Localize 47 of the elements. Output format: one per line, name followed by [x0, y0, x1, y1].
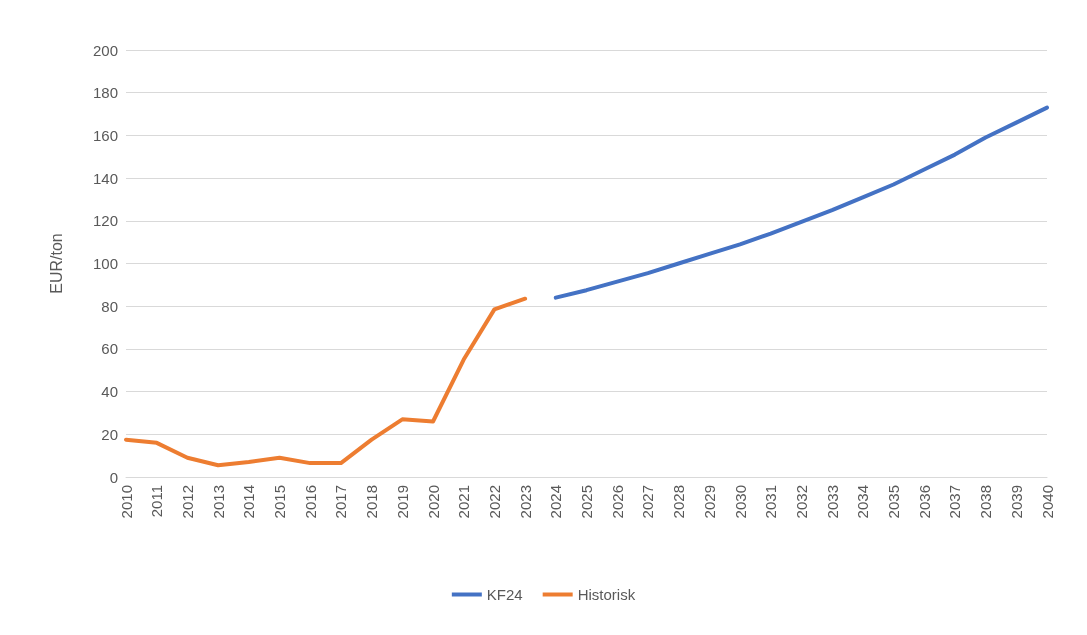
x-tick-label: 2030 — [731, 485, 749, 519]
x-tick-label: 2038 — [977, 485, 995, 519]
y-tick-label: 40 — [101, 383, 118, 401]
y-tick-label: 180 — [92, 84, 118, 102]
line-series — [124, 296, 528, 468]
legend-label: Historisk — [577, 586, 636, 603]
x-tick-label: 2014 — [240, 485, 258, 519]
x-tick-label: 2033 — [823, 485, 841, 519]
x-tick-label: 2028 — [670, 485, 688, 519]
x-tick-label: 2019 — [393, 485, 411, 519]
line-series — [553, 105, 1049, 300]
x-tick-label: 2011 — [148, 485, 166, 518]
x-tick-label: 2035 — [885, 485, 902, 519]
x-tick-label: 2026 — [608, 485, 626, 519]
x-tick-label: 2036 — [915, 485, 933, 519]
x-tick-label: 2022 — [485, 485, 503, 519]
y-tick-label: 100 — [92, 255, 118, 272]
y-tick-label: 120 — [92, 212, 118, 230]
x-tick-label: 2020 — [424, 485, 442, 519]
y-tick-label: 140 — [92, 169, 118, 187]
x-tick-label: 2024 — [547, 485, 565, 519]
y-axis-title: EUR/ton — [47, 233, 65, 294]
y-tick-label: 160 — [92, 126, 118, 144]
y-tick-label: 60 — [101, 340, 118, 358]
x-tick-label: 2025 — [578, 485, 595, 519]
x-tick-label: 2018 — [363, 485, 381, 519]
x-tick-label: 2031 — [762, 485, 780, 519]
x-tick-label: 2017 — [332, 485, 350, 519]
x-tick-label: 2027 — [639, 485, 657, 519]
x-tick-label: 2023 — [516, 485, 534, 519]
x-tick-label: 2037 — [946, 485, 964, 519]
x-tick-label: 2039 — [1007, 485, 1025, 519]
x-tick-label: 2015 — [271, 485, 288, 519]
y-tick-label: 80 — [101, 297, 118, 315]
x-tick-label: 2013 — [209, 485, 227, 519]
x-tick-label: 2012 — [178, 485, 196, 519]
x-tick-label: 2034 — [854, 485, 872, 519]
x-tick-label: 2010 — [117, 485, 135, 519]
x-tick-label: 2040 — [1038, 485, 1056, 519]
x-tick-label: 2021 — [455, 485, 473, 519]
y-tick-label: 0 — [109, 468, 118, 486]
legend-label: KF24 — [486, 586, 523, 603]
x-tick-label: 2016 — [301, 485, 319, 519]
x-tick-label: 2029 — [700, 485, 718, 519]
x-tick-label: 2032 — [792, 485, 810, 519]
y-tick-label: 200 — [92, 41, 118, 59]
y-tick-label: 20 — [101, 425, 118, 443]
